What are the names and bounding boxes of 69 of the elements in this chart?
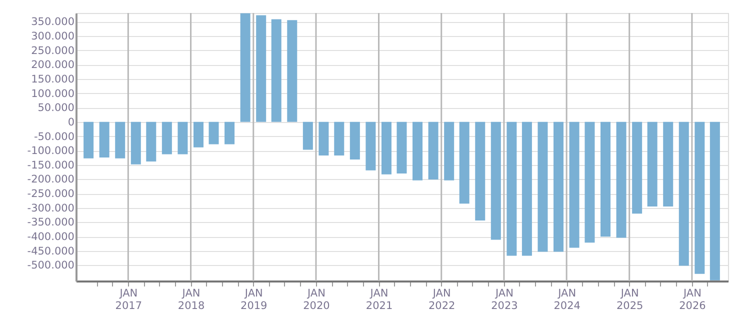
bar xyxy=(146,122,156,162)
x-tick-label: JAN 2017 xyxy=(115,288,142,312)
y-tick-label: 250.000 xyxy=(31,44,74,57)
bar xyxy=(271,19,282,122)
bar xyxy=(490,122,501,240)
y-tick-label: -500.000 xyxy=(27,260,74,272)
bar xyxy=(130,122,141,164)
y-tick-label: 50.000 xyxy=(38,102,74,114)
bar xyxy=(584,122,595,243)
bar xyxy=(256,15,266,122)
bar xyxy=(506,122,517,256)
x-tick-label: JAN 2023 xyxy=(491,288,518,312)
bar xyxy=(647,122,658,206)
bar xyxy=(616,122,626,238)
bar xyxy=(208,122,219,144)
bar xyxy=(459,122,470,204)
bar xyxy=(663,122,674,206)
bar xyxy=(428,122,438,180)
bar xyxy=(678,122,689,266)
y-tick-label: -50.000 xyxy=(34,130,74,143)
y-tick-label: -400.000 xyxy=(27,231,74,244)
bar xyxy=(444,122,454,180)
bar xyxy=(381,122,392,174)
y-tick-label: 150.000 xyxy=(31,73,74,86)
bar xyxy=(99,122,110,158)
y-tick-label: 0 xyxy=(68,116,74,128)
y-tick-label: -300.000 xyxy=(27,202,74,214)
bar xyxy=(84,122,94,158)
x-tick-label: JAN 2021 xyxy=(366,288,393,312)
bar xyxy=(710,122,720,280)
y-tick-label: 300.000 xyxy=(31,30,74,42)
y-tick-label: 350.000 xyxy=(31,16,74,28)
y-tick-label: -200.000 xyxy=(27,174,74,186)
y-tick-label: -250.000 xyxy=(27,188,74,200)
bar xyxy=(522,122,532,256)
bar xyxy=(475,122,486,221)
bar xyxy=(162,122,172,154)
bar xyxy=(318,122,329,156)
bar xyxy=(554,122,564,252)
bar xyxy=(694,122,705,274)
x-tick-label: JAN 2020 xyxy=(303,288,330,312)
bar xyxy=(350,122,360,160)
x-tick-label: JAN 2019 xyxy=(240,288,268,312)
bar xyxy=(366,122,376,170)
y-tick-label: -350.000 xyxy=(27,216,74,229)
bar xyxy=(240,13,250,122)
y-tick-label: -100.000 xyxy=(27,145,74,158)
bar xyxy=(334,122,344,156)
x-tick-label: JAN 2026 xyxy=(679,288,706,312)
bar xyxy=(632,122,642,214)
x-tick-label: JAN 2025 xyxy=(616,288,644,312)
y-tick-label: -150.000 xyxy=(27,159,74,172)
bar xyxy=(600,122,611,237)
bar xyxy=(569,122,580,248)
x-tick-label: JAN 2022 xyxy=(428,288,456,312)
x-tick-label: JAN 2024 xyxy=(554,288,581,312)
bar xyxy=(412,122,423,180)
bar xyxy=(193,122,204,148)
bar xyxy=(302,122,313,150)
y-tick-label: -450.000 xyxy=(27,245,74,258)
bar xyxy=(178,122,188,154)
bar xyxy=(224,122,235,144)
y-tick-label: 100.000 xyxy=(31,88,74,100)
bar xyxy=(538,122,548,252)
y-tick-label: 200.000 xyxy=(31,59,74,72)
bar xyxy=(396,122,407,174)
bar xyxy=(115,122,126,158)
x-tick-label: JAN 2018 xyxy=(178,288,205,312)
bar xyxy=(287,20,298,122)
